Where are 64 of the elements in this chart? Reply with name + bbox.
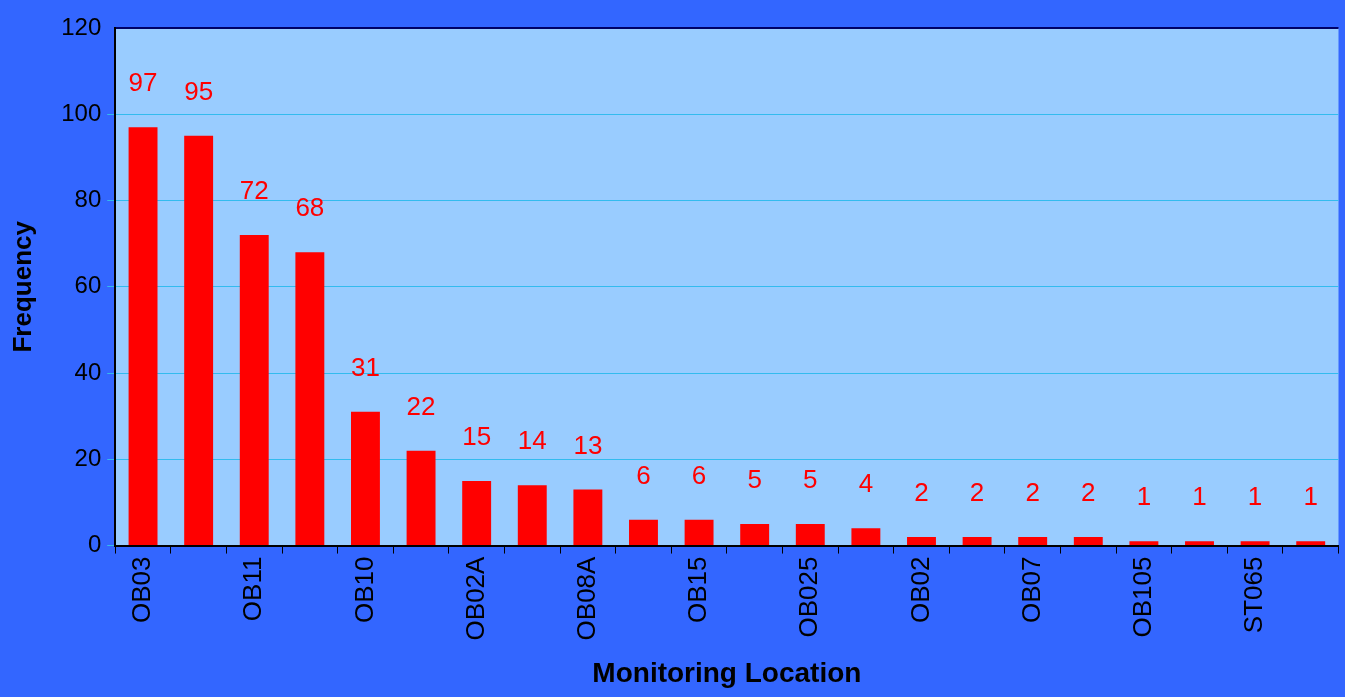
y-tick-label: 20 xyxy=(74,443,102,471)
data-label: 95 xyxy=(184,76,214,106)
x-tick-label: OB02 xyxy=(904,556,935,624)
data-label: 14 xyxy=(517,425,547,456)
bar xyxy=(1240,541,1270,546)
data-label: 4 xyxy=(858,468,874,499)
x-tick-label: OB07 xyxy=(1015,556,1046,624)
data-label: 1 xyxy=(1192,481,1207,512)
x-tick-label: OB03 xyxy=(126,556,157,624)
bar xyxy=(239,235,269,546)
y-tick-label: 80 xyxy=(74,185,102,213)
y-tick-label: 120 xyxy=(61,12,102,40)
data-label: 2 xyxy=(969,477,985,508)
bar xyxy=(517,485,547,546)
bar xyxy=(740,524,770,546)
bar xyxy=(629,519,658,546)
bar xyxy=(907,536,936,546)
data-label: 5 xyxy=(747,464,762,495)
bar xyxy=(573,489,603,546)
data-label: 1 xyxy=(1303,481,1318,512)
x-tick-label: OB10 xyxy=(348,556,379,624)
data-label: 22 xyxy=(406,390,436,421)
x-axis-title: Monitoring Location xyxy=(592,656,862,688)
bar xyxy=(795,524,825,546)
bar xyxy=(1185,541,1214,546)
bar xyxy=(184,135,214,546)
x-tick-label: OB02A xyxy=(459,555,490,641)
y-tick-label: 0 xyxy=(87,530,102,558)
data-label: 2 xyxy=(1025,477,1040,508)
data-label: 5 xyxy=(803,464,818,495)
data-label: 6 xyxy=(636,459,651,490)
bar xyxy=(295,252,325,546)
bar xyxy=(1073,536,1103,546)
data-label: 2 xyxy=(1081,477,1096,508)
data-label: 13 xyxy=(573,429,603,460)
data-label: 1 xyxy=(1247,481,1263,512)
data-label: 68 xyxy=(295,192,325,223)
bar xyxy=(962,536,992,546)
x-tick-label: OB15 xyxy=(682,556,713,624)
x-tick-label: OB08A xyxy=(571,555,602,641)
bar xyxy=(462,480,492,546)
y-tick-label: 40 xyxy=(74,357,102,385)
bar xyxy=(351,411,380,546)
data-label: 72 xyxy=(239,175,269,206)
data-label: 2 xyxy=(914,477,929,508)
x-tick-label: OB11 xyxy=(237,556,268,622)
bar xyxy=(851,528,881,546)
y-tick-label: 100 xyxy=(61,98,102,126)
x-tick-label: OB105 xyxy=(1127,556,1158,638)
bar xyxy=(406,450,436,546)
x-tick-label: OB025 xyxy=(793,556,824,638)
y-axis-title: Frequency xyxy=(6,220,37,353)
bar xyxy=(684,519,714,546)
x-tick-label: ST065 xyxy=(1238,556,1269,634)
bar xyxy=(1129,541,1159,546)
data-label: 15 xyxy=(462,421,492,452)
bar xyxy=(1018,536,1048,546)
bar xyxy=(128,127,158,546)
data-label: 97 xyxy=(128,67,158,98)
bar xyxy=(1296,541,1326,546)
data-label: 6 xyxy=(691,459,707,490)
y-tick-label: 60 xyxy=(74,271,102,299)
data-label: 1 xyxy=(1136,481,1152,512)
data-label: 31 xyxy=(351,352,380,383)
